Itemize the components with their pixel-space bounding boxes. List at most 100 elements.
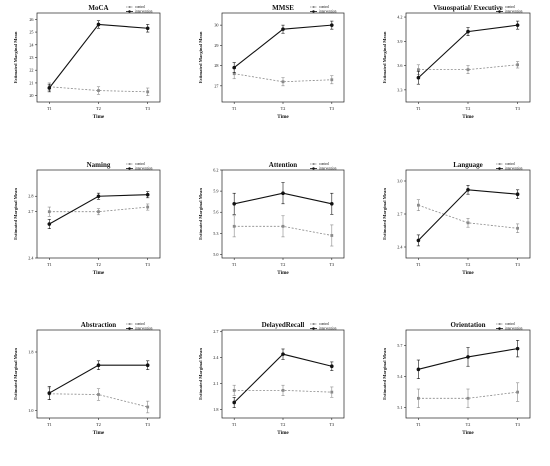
data-point [466, 355, 470, 359]
data-point [466, 29, 470, 34]
data-point [515, 192, 520, 196]
data-point [97, 393, 100, 396]
data-point [97, 210, 100, 214]
series-intervention [232, 182, 334, 215]
x-tick-label: T2 [96, 106, 101, 111]
legend-label-control: control [319, 322, 329, 326]
series-control [232, 384, 334, 398]
data-point [516, 226, 519, 230]
series-intervention [47, 20, 150, 93]
y-tick-label: 2.7 [28, 209, 33, 214]
legend-label-control: control [319, 5, 329, 9]
data-point [281, 224, 285, 228]
data-point [330, 23, 334, 27]
series-intervention [416, 185, 520, 247]
x-tick-label: T2 [466, 262, 471, 267]
y-tick-label: 6.2 [213, 168, 218, 173]
data-point [232, 400, 236, 405]
legend-label-control: control [135, 5, 145, 9]
legend-marker-intervention [498, 167, 501, 170]
data-point [417, 68, 420, 72]
series-line [418, 64, 518, 71]
legend-label-intervention: intervention [505, 327, 523, 331]
y-axis-label: Estimated Marginal Mean [382, 348, 387, 400]
series-control [416, 382, 520, 408]
legend-marker-intervention [498, 10, 501, 13]
series-control [416, 199, 520, 233]
y-axis-label: Estimated Marginal Mean [198, 31, 203, 83]
y-axis-label: Estimated Marginal Mean [382, 188, 387, 240]
data-point [47, 391, 52, 395]
series-intervention [416, 20, 520, 85]
x-tick-label: T1 [416, 106, 421, 111]
x-tick-label: T2 [96, 262, 101, 267]
legend-label-control: control [135, 322, 145, 326]
x-tick-label: T2 [466, 106, 471, 111]
series-line [418, 391, 518, 399]
x-axis-label: Time [462, 114, 474, 120]
data-point [232, 388, 236, 392]
legend-marker-intervention [128, 10, 131, 13]
data-point [281, 80, 285, 84]
y-tick-label: 2.7 [397, 212, 402, 217]
data-point [416, 238, 421, 243]
series-control [416, 61, 520, 75]
y-tick-label: 1.8 [28, 350, 33, 355]
legend-label-control: control [505, 322, 515, 326]
y-tick-label: 24 [29, 42, 34, 47]
x-axis-label: Time [277, 270, 289, 276]
data-point [515, 346, 520, 351]
data-point [47, 222, 52, 226]
legend-marker-intervention [128, 167, 131, 170]
data-point [417, 396, 420, 400]
data-point [232, 72, 236, 76]
y-axis-label: Estimated Marginal Mean [198, 348, 203, 400]
data-point [96, 363, 101, 368]
x-tick-label: T2 [281, 106, 286, 111]
data-point [330, 78, 334, 82]
y-tick-label: 30 [214, 23, 218, 28]
data-point [146, 405, 150, 409]
x-tick-label: T1 [416, 262, 421, 267]
chart-panel-naming: Naming 2.4 2.7 2.8 T1 T2 T3 Time Estimated Margi… [13, 161, 161, 276]
data-point [281, 352, 285, 356]
y-axis-label: Estimated Marginal Mean [382, 31, 387, 83]
series-line [418, 189, 518, 241]
data-point [330, 364, 334, 369]
data-point [416, 367, 421, 372]
data-point [281, 191, 285, 196]
x-tick-label: T1 [416, 422, 421, 427]
data-point [466, 188, 470, 192]
y-tick-label: 2.4 [28, 256, 34, 261]
y-tick-label: 5.1 [397, 405, 402, 410]
y-tick-label: 5.6 [213, 210, 218, 215]
y-tick-label: 5.4 [397, 374, 403, 379]
x-tick-label: T3 [145, 422, 150, 427]
x-tick-label: T1 [47, 106, 52, 111]
data-point [145, 363, 150, 368]
y-tick-label: 4.2 [397, 15, 402, 20]
series-control [47, 82, 150, 96]
chart-title: Language [453, 161, 483, 169]
legend-marker-control [128, 323, 131, 325]
y-tick-label: 2.7 [213, 329, 218, 334]
y-tick-label: 2.8 [28, 194, 33, 199]
x-tick-label: T2 [281, 422, 286, 427]
chart-title: Visuospatial/ Executive [433, 4, 503, 12]
x-tick-label: T1 [232, 106, 237, 111]
x-tick-label: T1 [47, 422, 52, 427]
y-tick-label: 2.1 [213, 381, 218, 386]
plot-frame [221, 329, 345, 419]
legend-label-intervention: intervention [505, 167, 523, 171]
legend-marker-control [498, 323, 501, 325]
chart-title: Orientation [451, 321, 486, 329]
plot-frame [36, 329, 161, 419]
x-tick-label: T3 [515, 106, 520, 111]
plot-frame [405, 169, 531, 259]
legend-marker-control [498, 6, 501, 8]
